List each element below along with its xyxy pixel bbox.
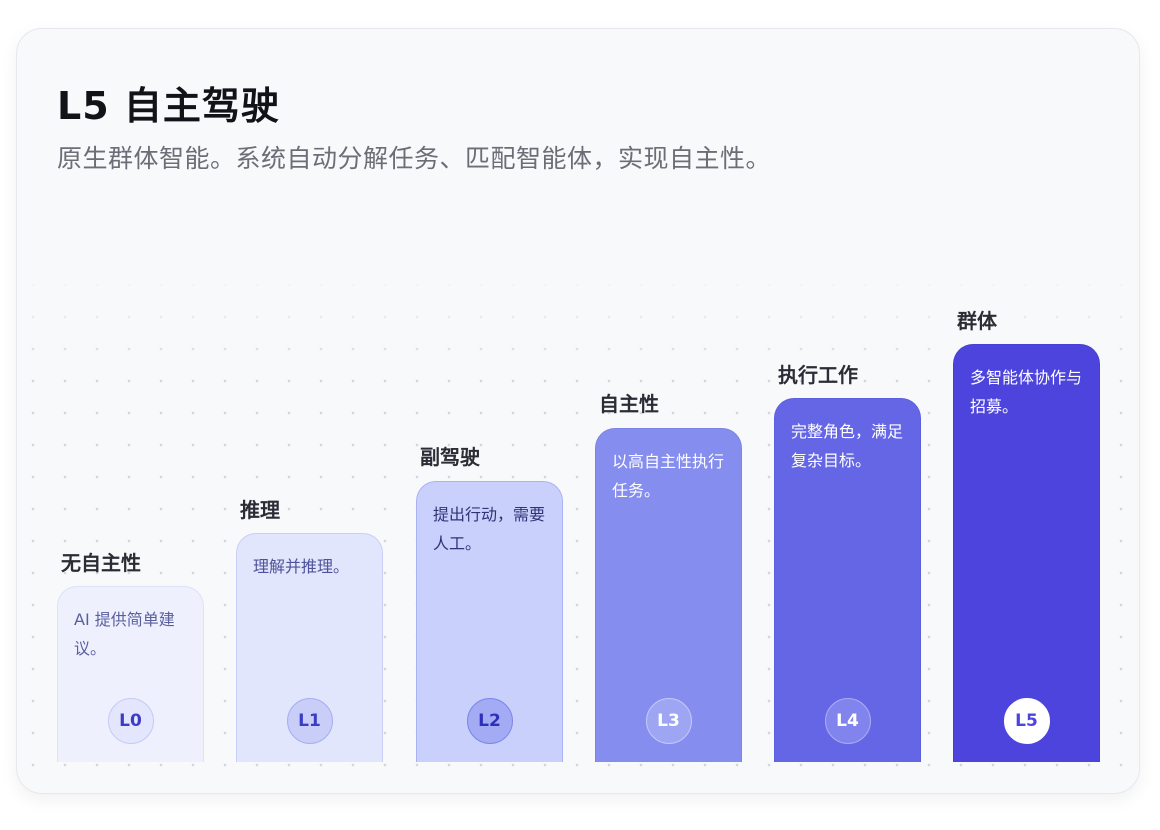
level-label: 副驾驶 [420,445,480,469]
level-label: 执行工作 [778,363,858,387]
level-column-l5: 群体 多智能体协作与招募。 L5 [953,29,1100,793]
level-column-l3: 自主性 以高自主性执行任务。 L3 [595,29,742,793]
level-description: 以高自主性执行任务。 [612,452,725,500]
level-badge-l5: L5 [1003,698,1050,744]
level-bar-l4: 完整角色，满足复杂目标。 L4 [774,398,921,762]
level-bar-l1: 理解并推理。 L1 [236,533,383,762]
level-badge-l3: L3 [645,698,692,744]
level-column-l2: 副驾驶 提出行动，需要人工。 L2 [416,29,563,793]
dot-grid-background [17,269,1139,793]
page-subtitle: 原生群体智能。系统自动分解任务、匹配智能体，实现自主性。 [57,144,772,173]
autonomy-levels-card: L5 自主驾驶 原生群体智能。系统自动分解任务、匹配智能体，实现自主性。 无自主… [16,28,1140,794]
level-column-l4: 执行工作 完整角色，满足复杂目标。 L4 [774,29,921,793]
level-badge-l1: L1 [286,698,333,744]
level-badge-l0: L0 [107,698,154,744]
level-label: 无自主性 [61,551,141,575]
level-description: 理解并推理。 [253,557,350,576]
level-description: AI 提供简单建议。 [74,610,175,658]
level-bar-l3: 以高自主性执行任务。 L3 [595,428,742,762]
level-bar-l5: 多智能体协作与招募。 L5 [953,344,1100,762]
level-bar-l2: 提出行动，需要人工。 L2 [416,481,563,762]
level-column-l0: 无自主性 AI 提供简单建议。 L0 [57,29,204,793]
page-title: L5 自主驾驶 [57,84,280,128]
level-label: 自主性 [599,392,659,416]
level-description: 完整角色，满足复杂目标。 [791,422,904,470]
level-badge-l2: L2 [466,698,513,744]
level-column-l1: 推理 理解并推理。 L1 [236,29,383,793]
level-label: 推理 [240,498,280,522]
level-description: 多智能体协作与招募。 [970,368,1083,416]
level-bar-l0: AI 提供简单建议。 L0 [57,586,204,762]
level-label: 群体 [957,309,997,333]
level-badge-l4: L4 [824,698,871,744]
level-description: 提出行动，需要人工。 [433,505,546,553]
